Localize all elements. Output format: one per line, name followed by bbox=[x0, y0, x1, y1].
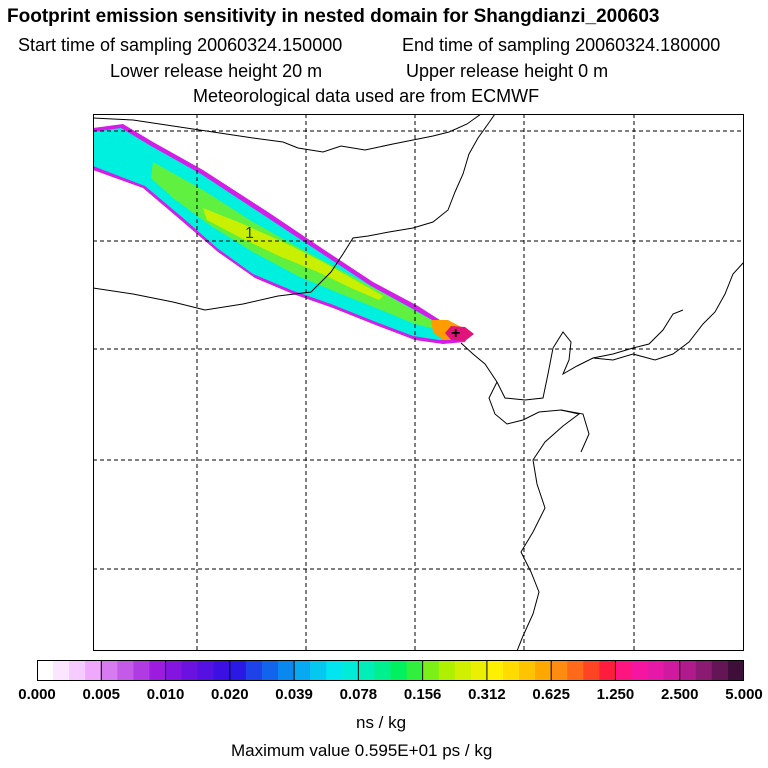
colorbar-segment bbox=[165, 660, 183, 681]
colorbar-tick-label: 0.156 bbox=[403, 686, 442, 703]
colorbar-segment bbox=[551, 660, 568, 681]
colorbar-segment bbox=[213, 660, 231, 681]
colorbar-segment bbox=[37, 660, 54, 681]
colorbar-segment bbox=[245, 660, 263, 681]
colorbar-tick-label: 0.000 bbox=[18, 686, 56, 703]
colorbar bbox=[37, 660, 744, 681]
colorbar-segment bbox=[117, 660, 135, 681]
map-svg: 1 + bbox=[93, 114, 744, 651]
coast-south bbox=[560, 409, 590, 453]
colorbar-segment bbox=[711, 660, 729, 681]
colorbar-segment bbox=[695, 660, 713, 681]
colorbar-segment bbox=[631, 660, 649, 681]
upper-release-label: Upper release height 0 m bbox=[406, 61, 609, 81]
colorbar-segment bbox=[278, 660, 295, 681]
colorbar-segment bbox=[502, 660, 520, 681]
end-time-label: End time of sampling 20060324.180000 bbox=[402, 35, 721, 55]
colorbar-segment bbox=[53, 660, 70, 681]
border-north bbox=[93, 114, 482, 153]
lower-release-label: Lower release height 20 m bbox=[110, 61, 323, 81]
colorbar-segment bbox=[567, 660, 584, 681]
colorbar-segment bbox=[438, 660, 456, 681]
colorbar-tick-label: 0.312 bbox=[468, 686, 506, 703]
colorbar-segment bbox=[663, 660, 681, 681]
colorbar-segment bbox=[261, 660, 279, 681]
colorbar-segment bbox=[149, 660, 167, 681]
station-hotspot bbox=[445, 326, 474, 341]
border-mid bbox=[93, 114, 496, 311]
colorbar-segment bbox=[310, 660, 327, 681]
colorbar-tick-label: 0.039 bbox=[275, 686, 313, 703]
colorbar-segment bbox=[229, 660, 247, 681]
colorbar-segment bbox=[326, 660, 343, 681]
colorbar-segment bbox=[519, 660, 536, 681]
colorbar-segment bbox=[406, 660, 424, 681]
colorbar-segment bbox=[615, 660, 633, 681]
colorbar-dividers bbox=[100, 660, 681, 681]
met-data-label: Meteorological data used are from ECMWF bbox=[193, 86, 540, 106]
colorbar-tick-label: 1.250 bbox=[596, 686, 635, 703]
colorbar-tick-label: 5.000 bbox=[725, 686, 763, 703]
units-label: ns / kg bbox=[356, 713, 407, 732]
colorbar-segment bbox=[294, 660, 311, 681]
coast-east bbox=[460, 309, 684, 401]
colorbar-segment bbox=[342, 660, 359, 681]
colorbar-segment bbox=[727, 660, 744, 681]
colorbar-segment bbox=[133, 660, 151, 681]
coast-bay bbox=[488, 381, 581, 651]
colorbar-segment bbox=[197, 660, 215, 681]
station-marker: + bbox=[451, 325, 460, 342]
colorbar-tick-label: 2.500 bbox=[660, 686, 699, 703]
coast-peninsula bbox=[592, 261, 744, 361]
colorbar-segment bbox=[647, 660, 665, 681]
contour-label: 1 bbox=[245, 225, 254, 242]
borders bbox=[93, 114, 744, 651]
colorbar-tick-label: 0.005 bbox=[82, 686, 121, 703]
colorbar-segment bbox=[358, 660, 376, 681]
colorbar-segment bbox=[181, 660, 199, 681]
colorbar-segment bbox=[599, 660, 617, 681]
colorbar-tick-label: 0.078 bbox=[339, 686, 378, 703]
colorbar-tick-label: 0.020 bbox=[211, 686, 249, 703]
colorbar-segment bbox=[390, 660, 408, 681]
colorbar-segment bbox=[583, 660, 600, 681]
colorbar-segment bbox=[535, 660, 552, 681]
colorbar-segment bbox=[454, 660, 472, 681]
colorbar-segment bbox=[85, 660, 102, 681]
plume bbox=[93, 124, 469, 344]
colorbar-tick-label: 0.010 bbox=[146, 686, 185, 703]
plume-green bbox=[151, 162, 443, 330]
start-time-label: Start time of sampling 20060324.150000 bbox=[18, 35, 343, 55]
colorbar-segment bbox=[101, 660, 118, 681]
colorbar-segment bbox=[486, 660, 504, 681]
plot-title: Footprint emission sensitivity in nested… bbox=[7, 6, 660, 27]
colorbar-segment bbox=[69, 660, 86, 681]
colorbar-segment bbox=[374, 660, 392, 681]
colorbar-frame bbox=[37, 660, 744, 681]
footprint-map: 1 + bbox=[93, 114, 744, 651]
colorbar-segment bbox=[422, 660, 440, 681]
gridlines bbox=[93, 114, 744, 651]
colorbar-segment bbox=[679, 660, 697, 681]
plume-yellow bbox=[203, 208, 383, 300]
colorbar-segments bbox=[37, 660, 744, 681]
map-frame bbox=[93, 114, 744, 651]
colorbar-tick-label: 0.625 bbox=[532, 686, 570, 703]
colorbar-segment bbox=[470, 660, 488, 681]
max-value-label: Maximum value 0.595E+01 ps / kg bbox=[231, 741, 493, 760]
